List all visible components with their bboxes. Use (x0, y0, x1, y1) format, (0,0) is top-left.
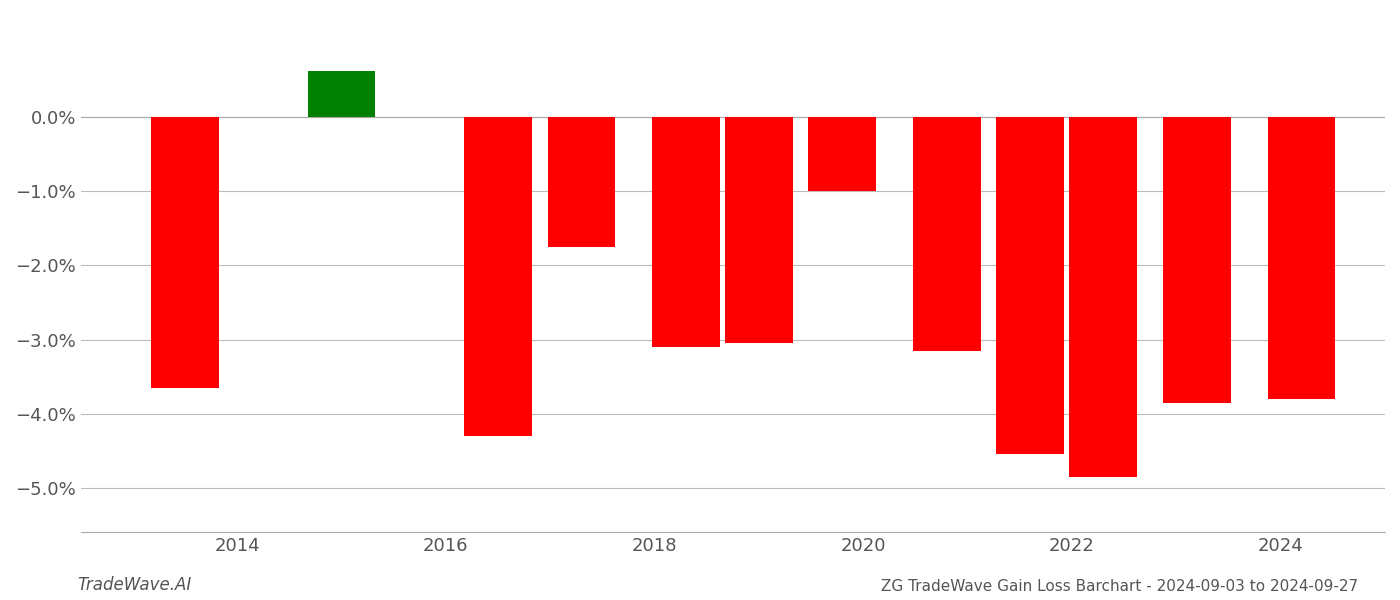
Bar (1163, 118, 1231, 403)
Bar (997, 118, 1064, 454)
Bar (151, 118, 218, 388)
Bar (308, 71, 375, 118)
Text: ZG TradeWave Gain Loss Barchart - 2024-09-03 to 2024-09-27: ZG TradeWave Gain Loss Barchart - 2024-0… (881, 579, 1358, 594)
Bar (465, 118, 532, 436)
Bar (913, 118, 980, 350)
Text: TradeWave.AI: TradeWave.AI (77, 576, 192, 594)
Bar (808, 118, 876, 191)
Bar (725, 118, 792, 343)
Bar (652, 118, 720, 347)
Bar (1070, 118, 1137, 476)
Bar (547, 118, 616, 247)
Bar (1267, 118, 1336, 399)
